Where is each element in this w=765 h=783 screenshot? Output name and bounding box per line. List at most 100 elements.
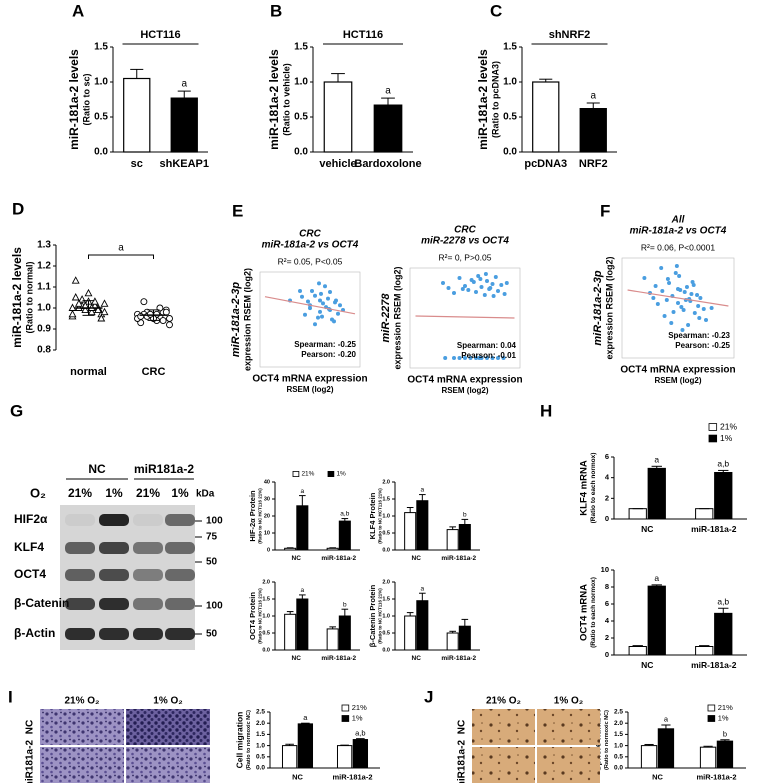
- point: [478, 277, 483, 281]
- point: [653, 284, 658, 288]
- legend-label: 21%: [718, 703, 733, 712]
- y-tick-label: 1.0: [382, 513, 390, 519]
- point: [303, 312, 307, 317]
- y-tick-label: 10: [601, 565, 609, 574]
- y-tick-label: 0.0: [262, 647, 270, 653]
- significance-label: b: [343, 601, 347, 608]
- x-tick-label: miR-181a-2: [691, 660, 737, 670]
- error-bar: [286, 547, 294, 549]
- point: [677, 274, 682, 278]
- y-tick-label: 2.0: [382, 579, 390, 585]
- significance-label: a: [664, 715, 669, 724]
- y-tick-label: 0.5: [294, 112, 308, 123]
- x-tick-label: NC: [292, 655, 302, 662]
- y-axis-label: miR-181a-2 levels: [267, 49, 281, 150]
- x-tick-label: NC: [652, 772, 663, 781]
- bar: [716, 740, 734, 769]
- point: [159, 317, 167, 325]
- point: [334, 298, 338, 303]
- sd-bar: [82, 300, 95, 316]
- point: [490, 356, 495, 360]
- point: [674, 264, 679, 268]
- y-axis-label: OCT4 mRNA: [579, 584, 590, 641]
- significance-label: a: [590, 91, 596, 102]
- error-bar: [331, 73, 345, 82]
- micrograph-column-label: 21% O₂: [64, 696, 99, 707]
- micrograph: [472, 709, 535, 745]
- y-tick-label: 1.0: [614, 742, 623, 749]
- point: [319, 291, 323, 296]
- point: [488, 286, 493, 290]
- bar: [284, 547, 297, 551]
- blot-band: [65, 542, 95, 554]
- point: [501, 356, 506, 360]
- point: [684, 285, 689, 289]
- x-tick-label: sc: [131, 158, 143, 170]
- y-tick-label: 1.0: [262, 613, 270, 619]
- bar: [404, 512, 417, 551]
- point: [476, 274, 481, 278]
- bar: [647, 467, 666, 520]
- y-tick-label: 2.0: [262, 579, 270, 585]
- x-tick-label: Bardoxolone: [354, 158, 421, 170]
- point: [162, 308, 170, 316]
- point: [676, 301, 680, 305]
- x-axis-label: OCT4 mRNA expression: [407, 375, 522, 386]
- point: [704, 318, 708, 322]
- error-bar: [341, 518, 349, 522]
- error-bar: [703, 745, 713, 748]
- legend-label: 1%: [336, 471, 346, 478]
- bar: [695, 646, 714, 656]
- point: [140, 298, 148, 306]
- y-axis-sublabel: (Ratio to normoxic NC): [246, 710, 252, 770]
- sd-bar: [147, 309, 160, 321]
- point: [328, 289, 332, 294]
- y-tick-label: 0.8: [37, 345, 51, 356]
- blot-group-label: NC: [88, 462, 106, 476]
- y-tick-label: 0.0: [382, 647, 390, 653]
- legend-label: 21%: [301, 471, 314, 478]
- point: [496, 356, 500, 360]
- x-tick-label: NC: [412, 655, 422, 662]
- point: [471, 280, 476, 284]
- point: [664, 298, 669, 302]
- bar: [296, 505, 309, 551]
- micrograph-row-label: miR181a-2: [25, 740, 36, 783]
- chart-title: miR-181a-2 vs OCT4: [262, 240, 359, 251]
- panel-letter: I: [8, 687, 13, 706]
- y-tick-label: 0.5: [256, 754, 265, 761]
- x-axis-label: RSEM (log2): [654, 376, 701, 385]
- point: [695, 293, 700, 297]
- y-tick-label: 0.0: [382, 547, 390, 553]
- point: [318, 309, 322, 314]
- y-tick-label: 0.5: [382, 630, 390, 636]
- y-tick-label: 20: [264, 513, 270, 519]
- chart-title: HCT116: [140, 29, 180, 41]
- legend-swatch: [708, 434, 718, 443]
- bar: [281, 745, 298, 769]
- y-tick-label: 2.0: [614, 720, 623, 727]
- error-bar: [406, 612, 414, 616]
- error-bar: [419, 592, 426, 601]
- x-tick-label: NC: [292, 555, 302, 562]
- point: [457, 356, 462, 360]
- legend-swatch: [708, 423, 718, 431]
- blot-band: [165, 628, 195, 640]
- y-tick-label: 1.5: [503, 42, 517, 53]
- error-bar: [329, 547, 336, 549]
- significance-label: b: [463, 512, 467, 519]
- error-bar: [718, 607, 729, 614]
- y-tick-label: 0: [267, 547, 270, 553]
- point: [474, 290, 478, 294]
- y-tick-label: 1.0: [37, 303, 51, 314]
- y-tick-label: 0.5: [94, 112, 108, 123]
- legend-swatch: [341, 704, 350, 712]
- point: [166, 315, 173, 322]
- point: [680, 328, 685, 332]
- significance-label: a,b: [355, 728, 365, 737]
- point: [709, 306, 714, 310]
- y-tick-label: 40: [264, 479, 270, 485]
- point: [90, 297, 99, 305]
- bar: [284, 613, 297, 651]
- y-axis-label: miR-2278: [380, 293, 392, 343]
